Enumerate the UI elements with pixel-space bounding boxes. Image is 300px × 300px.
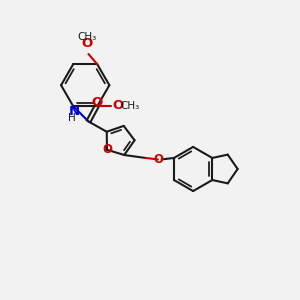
Text: O: O [81,38,93,50]
Text: O: O [112,99,124,112]
Text: CH₃: CH₃ [77,32,97,42]
Text: O: O [154,153,164,166]
Text: H: H [68,113,76,123]
Text: N: N [69,105,80,118]
Text: O: O [102,143,112,156]
Text: O: O [92,95,103,109]
Text: CH₃: CH₃ [121,100,140,110]
